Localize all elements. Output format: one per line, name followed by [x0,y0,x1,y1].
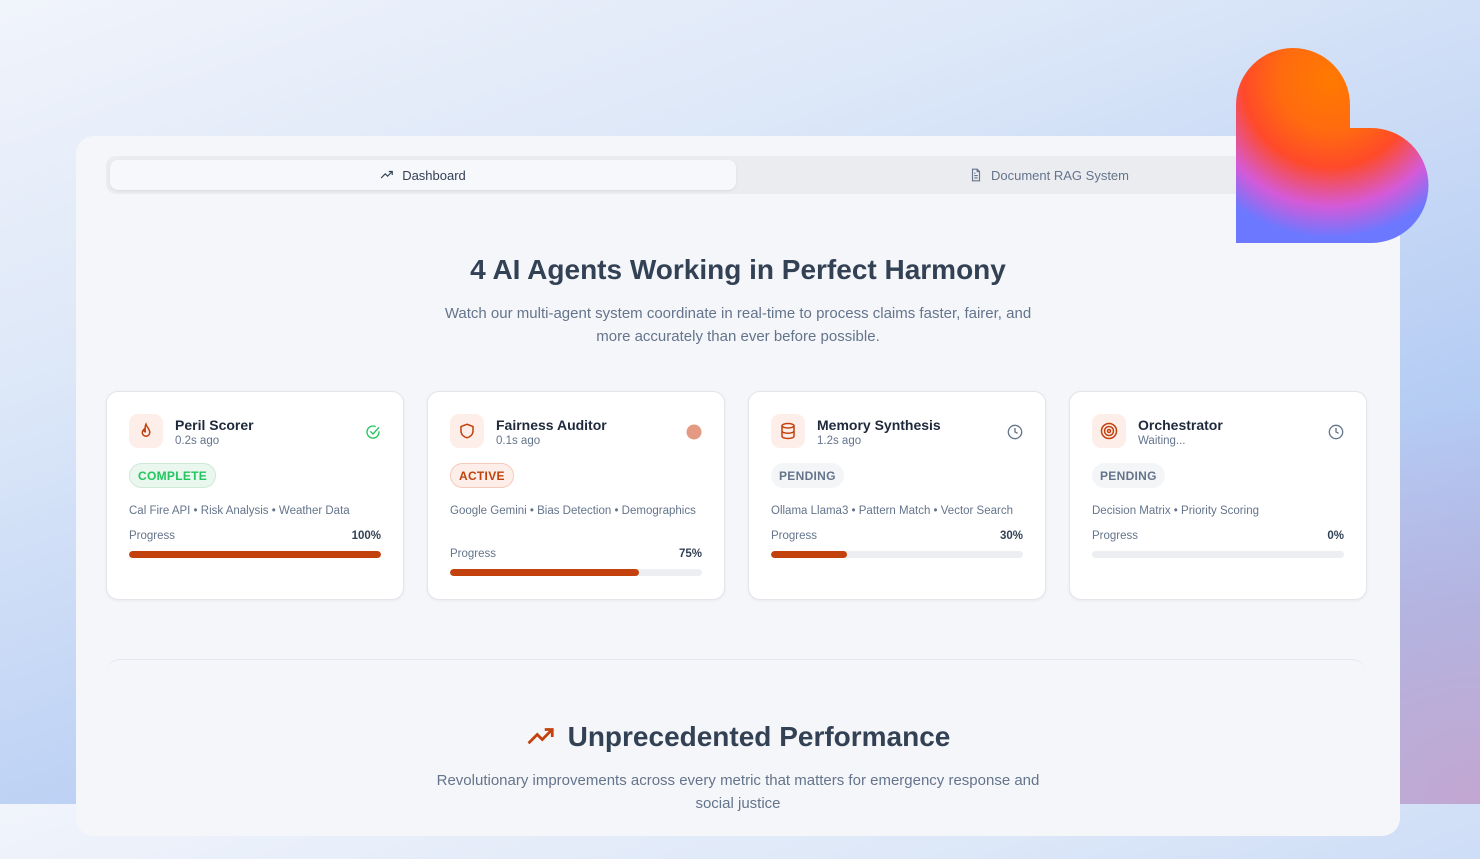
page-subtitle: Watch our multi-agent system coordinate … [444,305,1032,345]
agent-time: Waiting... [1138,435,1186,447]
progress-label: Progress [771,530,818,542]
tab-dashboard[interactable]: Dashboard [110,160,736,190]
progress-fill [450,569,639,576]
agent-name: Fairness Auditor [496,417,607,433]
progress-value: 30% [999,530,1023,542]
page-title: 4 AI Agents Working in Perfect Harmony [470,254,1006,285]
agent-time: 1.2s ago [817,435,862,447]
clock-icon [1007,424,1023,440]
progress-value: 0% [1327,530,1344,542]
tab-label: Dashboard [402,167,466,183]
progress-bar [450,569,702,576]
progress-bar [771,551,1023,558]
agent-card-fairness-auditor[interactable]: Fairness Auditor 0.1s ago ACTIVE Google … [427,391,725,600]
progress-bar [129,551,381,558]
check-circle-icon [366,425,380,439]
flame-icon [129,414,163,448]
tab-label: Document RAG System [991,167,1129,183]
agent-time: 0.2s ago [175,435,220,447]
agent-card-memory-synthesis[interactable]: Memory Synthesis 1.2s ago PENDING Ollama… [748,391,1046,600]
performance-title: Unprecedented Performance [76,721,1400,753]
target-icon [1092,414,1126,448]
progress-label: Progress [1092,530,1139,542]
progress-fill [771,551,847,558]
agent-tags: Decision Matrix • Priority Scoring [1092,505,1259,517]
status-badge: COMPLETE [129,463,217,488]
progress-value: 75% [678,548,702,560]
agent-name: Orchestrator [1138,417,1223,433]
agent-card-peril-scorer[interactable]: Peril Scorer 0.2s ago COMPLETE Cal Fire … [106,391,404,600]
agent-tags: Ollama Llama3 • Pattern Match • Vector S… [771,505,1013,517]
progress-value: 100% [351,530,381,542]
progress-label: Progress [129,530,176,542]
main-panel: Dashboard Document RAG System 4 AI Agent… [76,136,1400,836]
agent-name: Memory Synthesis [817,417,941,433]
pulse-dot-icon [686,424,702,440]
heart-logo [1236,48,1429,243]
agent-time: 0.1s ago [496,435,541,447]
performance-section [106,659,1366,859]
performance-title-text: Unprecedented Performance [567,721,951,752]
progress-label: Progress [450,548,497,560]
agent-tags: Google Gemini • Bias Detection • Demogra… [450,505,696,517]
shield-icon [450,414,484,448]
status-badge: PENDING [771,463,844,488]
progress-bar [1092,551,1344,558]
file-text-icon [971,168,981,182]
performance-subtitle: Revolutionary improvements across every … [436,772,1040,812]
trending-up-icon [527,728,554,745]
status-badge: PENDING [1092,463,1165,488]
status-badge: ACTIVE [450,463,514,488]
progress-fill [129,551,381,558]
tab-document-rag[interactable]: Document RAG System [736,160,1362,190]
tab-bar: Dashboard Document RAG System [106,156,1366,194]
agent-card-orchestrator[interactable]: Orchestrator Waiting... PENDING Decision… [1069,391,1367,600]
clock-icon [1328,424,1344,440]
trending-up-icon [380,170,394,179]
agent-name: Peril Scorer [175,417,254,433]
database-icon [771,414,805,448]
agent-tags: Cal Fire API • Risk Analysis • Weather D… [129,505,350,517]
